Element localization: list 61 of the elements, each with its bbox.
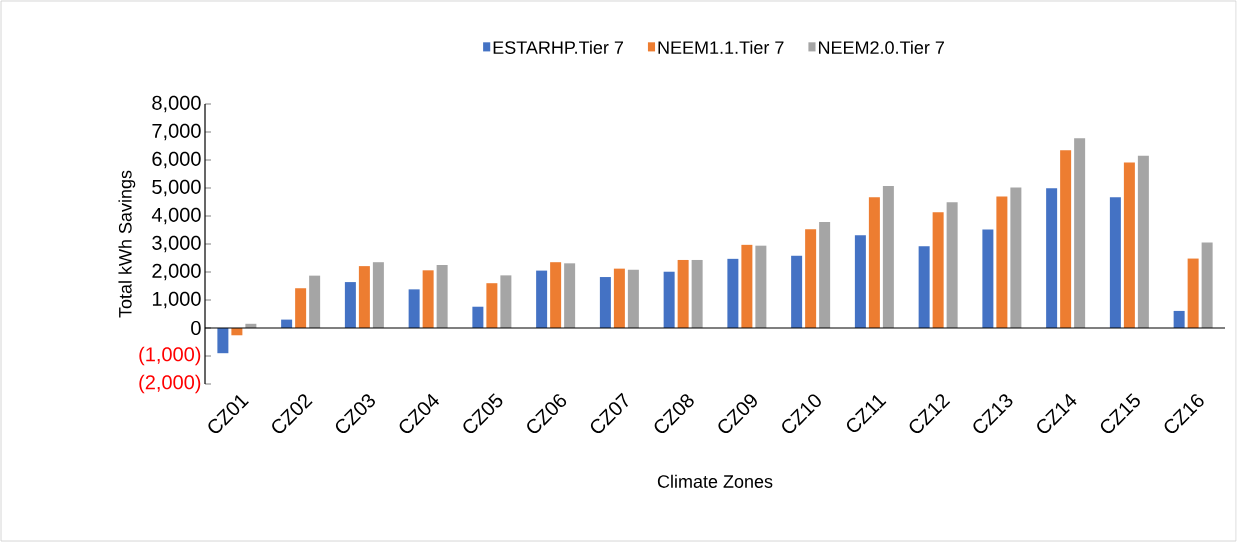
bar xyxy=(868,197,880,328)
bar xyxy=(358,266,370,328)
bar xyxy=(217,328,229,354)
bar xyxy=(946,202,958,328)
y-tick-label: 2,000 xyxy=(152,263,201,281)
y-tick-label: (1,000) xyxy=(139,346,201,366)
bar xyxy=(613,268,625,328)
bar xyxy=(819,221,831,328)
bar xyxy=(1010,187,1022,328)
bar xyxy=(1060,150,1072,328)
bar xyxy=(627,269,639,328)
bar xyxy=(982,229,994,328)
y-tick-label: 5,000 xyxy=(152,179,201,197)
bar xyxy=(996,196,1008,328)
bar xyxy=(472,306,484,328)
bar xyxy=(1137,155,1149,328)
bar xyxy=(1109,197,1121,328)
bar xyxy=(791,255,803,328)
bar xyxy=(882,186,894,328)
bar xyxy=(727,258,739,328)
bar xyxy=(805,229,817,328)
y-axis-title: Total kWh Savings xyxy=(118,170,136,318)
bar xyxy=(1173,310,1185,328)
bar xyxy=(663,271,675,328)
bar xyxy=(1187,258,1199,328)
legend-label: ESTARHP.Tier 7 xyxy=(493,40,624,54)
bar xyxy=(550,262,562,328)
y-tick-label: (2,000) xyxy=(139,374,201,394)
x-axis-title: Climate Zones xyxy=(657,474,773,488)
bar xyxy=(436,265,448,328)
bar xyxy=(691,259,703,328)
bar xyxy=(932,212,944,328)
legend-label: NEEM1.1.Tier 7 xyxy=(658,40,784,54)
bar xyxy=(741,244,753,328)
bar xyxy=(1046,188,1058,328)
bar xyxy=(344,282,356,328)
bar xyxy=(599,277,611,328)
bar xyxy=(536,270,548,328)
y-tick-label: 7,000 xyxy=(152,123,201,141)
bar xyxy=(918,246,930,328)
bar xyxy=(486,283,498,328)
y-tick-label: 6,000 xyxy=(152,151,201,169)
bar xyxy=(1201,242,1213,328)
bar xyxy=(677,259,689,328)
bar xyxy=(295,288,307,328)
bar xyxy=(1074,138,1086,328)
bar xyxy=(408,289,420,328)
bar xyxy=(854,235,866,328)
bar xyxy=(500,275,512,328)
bar xyxy=(422,270,434,328)
y-tick-label: 8,000 xyxy=(152,95,201,113)
y-tick-label: 0 xyxy=(191,320,201,336)
y-tick-label: 3,000 xyxy=(152,235,201,253)
bar xyxy=(1123,162,1135,328)
bar xyxy=(372,262,384,328)
y-tick-label: 4,000 xyxy=(151,207,201,225)
legend-label: NEEM2.0.Tier 7 xyxy=(819,40,944,54)
bar xyxy=(564,263,576,328)
bar xyxy=(755,245,767,328)
bar xyxy=(309,275,321,328)
y-tick-label: 1,000 xyxy=(152,291,201,309)
